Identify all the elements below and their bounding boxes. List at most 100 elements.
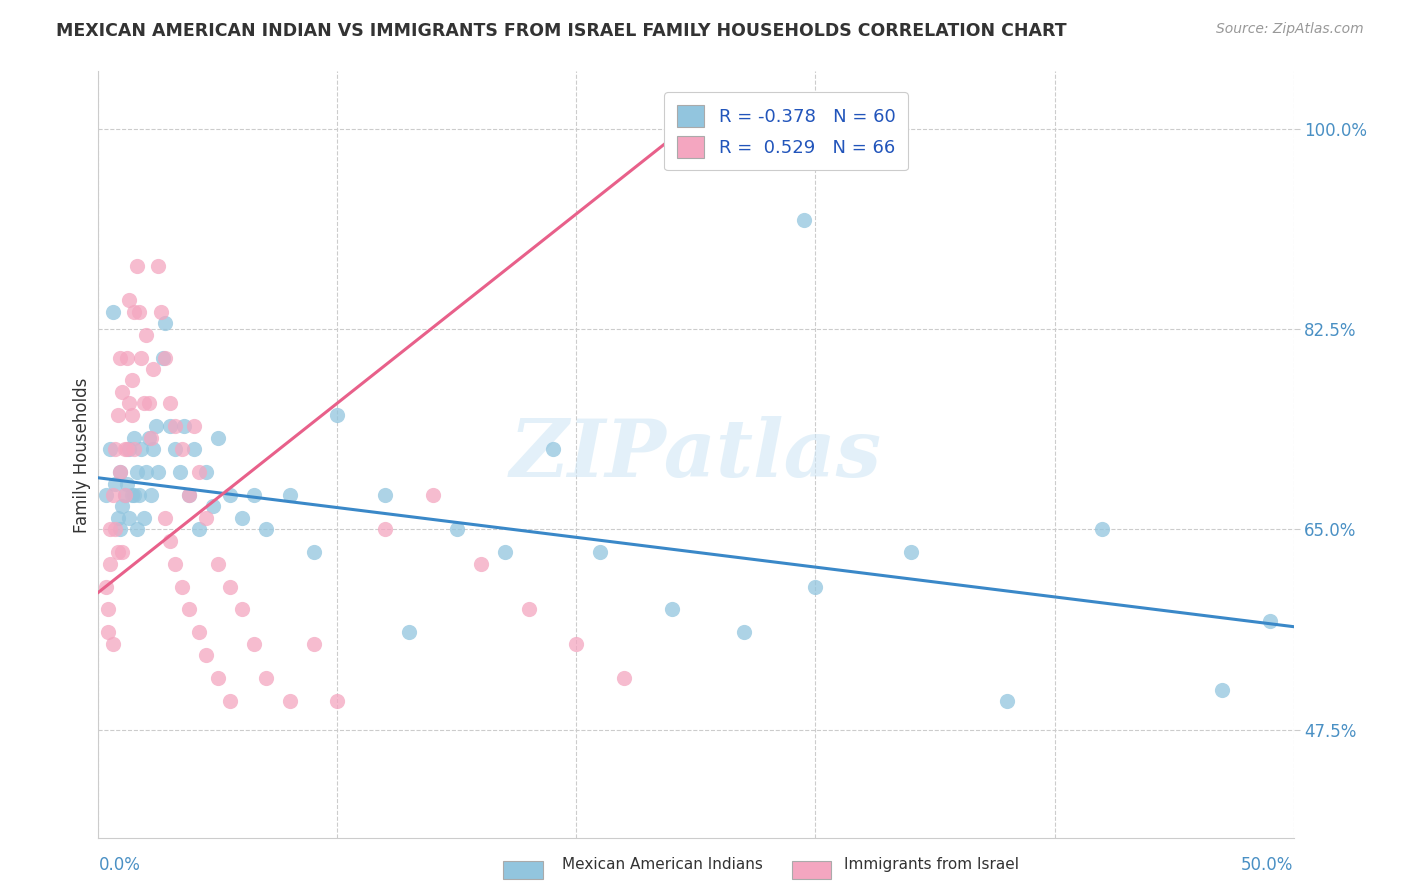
Point bbox=[132, 511, 155, 525]
Point bbox=[107, 545, 129, 559]
Y-axis label: Family Households: Family Households bbox=[73, 377, 91, 533]
Point bbox=[804, 580, 827, 594]
Point bbox=[101, 488, 124, 502]
Point bbox=[142, 442, 165, 457]
Point bbox=[97, 602, 120, 616]
Point bbox=[374, 488, 396, 502]
Point bbox=[1211, 682, 1233, 697]
Point bbox=[118, 442, 141, 457]
Point bbox=[139, 488, 162, 502]
Point bbox=[104, 522, 127, 536]
Point bbox=[183, 442, 205, 457]
Point bbox=[98, 522, 122, 536]
Point bbox=[470, 557, 492, 571]
Point bbox=[159, 533, 181, 548]
Point bbox=[125, 465, 148, 479]
Point bbox=[152, 351, 174, 365]
Point bbox=[124, 431, 146, 445]
Point bbox=[125, 522, 148, 536]
Text: MEXICAN AMERICAN INDIAN VS IMMIGRANTS FROM ISRAEL FAMILY HOUSEHOLDS CORRELATION : MEXICAN AMERICAN INDIAN VS IMMIGRANTS FR… bbox=[56, 22, 1067, 40]
Point bbox=[125, 259, 148, 273]
Point bbox=[108, 351, 131, 365]
Point bbox=[374, 522, 396, 536]
Point bbox=[101, 305, 124, 319]
Point bbox=[326, 694, 349, 708]
Point bbox=[138, 396, 160, 410]
Point bbox=[231, 602, 253, 616]
Point bbox=[278, 488, 301, 502]
Point bbox=[107, 408, 129, 422]
Text: Source: ZipAtlas.com: Source: ZipAtlas.com bbox=[1216, 22, 1364, 37]
Point bbox=[131, 351, 153, 365]
Point bbox=[187, 465, 209, 479]
Point bbox=[541, 442, 564, 457]
Text: Mexican American Indians: Mexican American Indians bbox=[562, 857, 763, 872]
Point bbox=[108, 465, 131, 479]
Point bbox=[169, 465, 191, 479]
Point bbox=[115, 476, 138, 491]
Point bbox=[155, 511, 177, 525]
Point bbox=[131, 442, 153, 457]
Text: Immigrants from Israel: Immigrants from Israel bbox=[844, 857, 1018, 872]
Point bbox=[98, 557, 122, 571]
Point bbox=[1258, 614, 1281, 628]
Point bbox=[159, 419, 181, 434]
Point bbox=[135, 465, 157, 479]
Point bbox=[243, 637, 266, 651]
Point bbox=[159, 396, 181, 410]
Point bbox=[108, 465, 131, 479]
Point bbox=[121, 374, 143, 388]
Point bbox=[494, 545, 516, 559]
Point bbox=[793, 213, 815, 227]
Point bbox=[326, 408, 349, 422]
Point bbox=[187, 522, 209, 536]
Point bbox=[254, 671, 277, 685]
Point bbox=[231, 511, 253, 525]
Point bbox=[207, 557, 229, 571]
Point bbox=[132, 396, 155, 410]
Point bbox=[398, 625, 420, 640]
Point bbox=[121, 408, 143, 422]
Point bbox=[118, 293, 141, 308]
Point bbox=[163, 557, 186, 571]
Point bbox=[114, 442, 136, 457]
Point bbox=[124, 442, 146, 457]
Point bbox=[128, 488, 150, 502]
Point bbox=[733, 625, 755, 640]
Point bbox=[219, 488, 242, 502]
Point bbox=[101, 637, 124, 651]
Point bbox=[183, 419, 205, 434]
Point bbox=[995, 694, 1018, 708]
Point bbox=[172, 442, 194, 457]
Point bbox=[219, 580, 242, 594]
Point bbox=[1091, 522, 1114, 536]
Point bbox=[517, 602, 540, 616]
Point bbox=[107, 511, 129, 525]
Point bbox=[114, 488, 136, 502]
Point bbox=[145, 419, 167, 434]
Point bbox=[115, 351, 138, 365]
Point bbox=[219, 694, 242, 708]
Point bbox=[138, 431, 160, 445]
Point bbox=[207, 431, 229, 445]
Point bbox=[94, 488, 117, 502]
Point bbox=[422, 488, 444, 502]
Point bbox=[104, 476, 127, 491]
Point bbox=[179, 488, 201, 502]
Point bbox=[589, 545, 612, 559]
Legend: R = -0.378   N = 60, R =  0.529   N = 66: R = -0.378 N = 60, R = 0.529 N = 66 bbox=[665, 92, 908, 170]
Point bbox=[135, 327, 157, 342]
Point bbox=[163, 419, 186, 434]
Point bbox=[124, 305, 146, 319]
Point bbox=[302, 545, 325, 559]
Point bbox=[661, 602, 683, 616]
Point bbox=[118, 396, 141, 410]
Point bbox=[195, 511, 218, 525]
Point bbox=[187, 625, 209, 640]
Point bbox=[155, 351, 177, 365]
Point bbox=[195, 648, 218, 663]
Point bbox=[114, 488, 136, 502]
Point bbox=[173, 419, 195, 434]
Point bbox=[97, 625, 120, 640]
Point bbox=[128, 305, 150, 319]
